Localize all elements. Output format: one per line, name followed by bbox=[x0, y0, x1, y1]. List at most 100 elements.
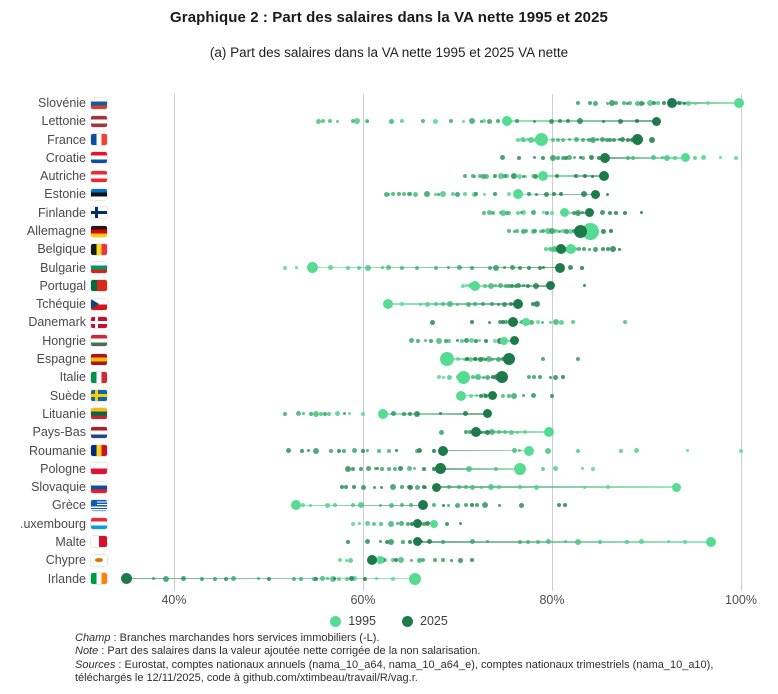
data-point-year bbox=[410, 521, 415, 526]
data-point-year bbox=[456, 302, 459, 306]
data-point-year bbox=[319, 411, 324, 416]
data-point-year bbox=[350, 466, 355, 471]
data-point-year bbox=[540, 155, 545, 160]
data-point-year bbox=[477, 339, 481, 343]
data-point-year bbox=[351, 576, 357, 582]
data-point-year bbox=[438, 412, 442, 416]
data-point-year bbox=[608, 100, 615, 106]
connector-line bbox=[382, 413, 488, 415]
data-point-year bbox=[316, 118, 322, 124]
data-point-year bbox=[548, 320, 552, 324]
data-point-1995 bbox=[456, 370, 470, 384]
data-point-year bbox=[575, 448, 580, 453]
data-point-year bbox=[342, 448, 347, 453]
data-point-year bbox=[612, 137, 617, 142]
chart-title: Graphique 2 : Part des salaires dans la … bbox=[170, 9, 608, 26]
data-point-year bbox=[500, 155, 506, 161]
data-point-year bbox=[479, 485, 483, 489]
data-point-year bbox=[574, 137, 580, 143]
data-point-year bbox=[518, 449, 522, 452]
data-point-year bbox=[375, 467, 379, 471]
data-point-year bbox=[357, 522, 361, 526]
data-point-year bbox=[601, 247, 606, 252]
data-point-year bbox=[576, 101, 581, 105]
data-point-year bbox=[180, 576, 186, 582]
country-name: .uxembourg bbox=[19, 516, 86, 531]
gridline bbox=[173, 94, 175, 591]
data-point-year bbox=[408, 411, 413, 416]
data-point-year bbox=[379, 503, 383, 507]
data-point-year bbox=[430, 319, 436, 325]
country-label: Hongrie bbox=[0, 332, 107, 350]
data-point-year bbox=[414, 265, 419, 270]
legend-dot-2025-icon bbox=[402, 615, 413, 627]
data-point-2025 bbox=[555, 244, 566, 255]
data-point-year bbox=[409, 503, 414, 508]
data-point-year bbox=[406, 466, 412, 472]
data-point-year bbox=[624, 539, 629, 544]
data-point-year bbox=[457, 557, 463, 563]
data-point-year bbox=[639, 100, 645, 106]
data-point-year bbox=[525, 138, 529, 142]
data-point-year bbox=[555, 137, 560, 142]
data-point-2025 bbox=[545, 281, 555, 291]
country-label: Roumanie bbox=[0, 442, 107, 460]
data-point-year bbox=[512, 229, 516, 233]
data-point-2025 bbox=[667, 98, 677, 108]
data-point-year bbox=[479, 430, 483, 434]
data-point-year bbox=[530, 210, 536, 216]
data-point-year bbox=[468, 118, 475, 125]
data-point-year bbox=[507, 283, 512, 288]
country-name: Hongrie bbox=[42, 333, 86, 348]
country-name: Lituanie bbox=[42, 406, 86, 421]
data-point-year bbox=[532, 375, 537, 380]
data-point-year bbox=[607, 210, 612, 215]
data-point-year bbox=[483, 192, 487, 196]
data-point-year bbox=[503, 320, 508, 325]
data-point-year bbox=[497, 485, 502, 490]
data-point-year bbox=[633, 448, 639, 453]
flag-icon bbox=[91, 316, 107, 328]
data-point-year bbox=[498, 211, 502, 215]
data-point-year bbox=[531, 174, 536, 179]
data-point-year bbox=[521, 137, 526, 142]
data-point-year bbox=[338, 558, 343, 563]
data-point-year bbox=[634, 100, 640, 106]
country-name: France bbox=[47, 132, 86, 147]
data-point-year bbox=[200, 576, 205, 581]
connector-line bbox=[672, 102, 740, 104]
data-point-year bbox=[469, 320, 474, 325]
data-point-year bbox=[298, 576, 303, 581]
data-point-year bbox=[519, 320, 524, 325]
flag-icon bbox=[91, 335, 107, 347]
data-point-1995 bbox=[501, 116, 512, 127]
data-point-year bbox=[493, 192, 498, 197]
data-point-year bbox=[601, 119, 605, 123]
data-point-year bbox=[683, 539, 688, 544]
data-point-2025 bbox=[495, 371, 508, 384]
country-name: Irlande bbox=[47, 571, 86, 586]
data-point-year bbox=[388, 520, 395, 527]
data-point-year bbox=[592, 100, 598, 106]
country-label: Suède bbox=[0, 387, 107, 405]
data-point-year bbox=[573, 156, 577, 160]
data-point-year bbox=[583, 174, 588, 179]
flag-cross bbox=[91, 211, 107, 215]
data-point-year bbox=[543, 191, 549, 197]
data-point-year bbox=[366, 119, 370, 123]
data-point-year bbox=[447, 374, 453, 380]
data-point-year bbox=[450, 192, 455, 197]
data-point-year bbox=[672, 155, 677, 160]
data-point-year bbox=[301, 503, 306, 508]
data-point-year bbox=[592, 246, 598, 252]
data-point-year bbox=[448, 119, 453, 124]
data-point-year bbox=[577, 247, 582, 252]
data-point-year bbox=[561, 137, 566, 142]
data-point-year bbox=[507, 210, 512, 215]
country-name: Pays-Bas bbox=[32, 425, 87, 440]
data-point-year bbox=[374, 577, 378, 581]
data-point-year bbox=[485, 356, 492, 363]
data-point-year bbox=[464, 338, 470, 344]
data-point-year bbox=[617, 138, 621, 142]
data-point-year bbox=[521, 210, 527, 216]
